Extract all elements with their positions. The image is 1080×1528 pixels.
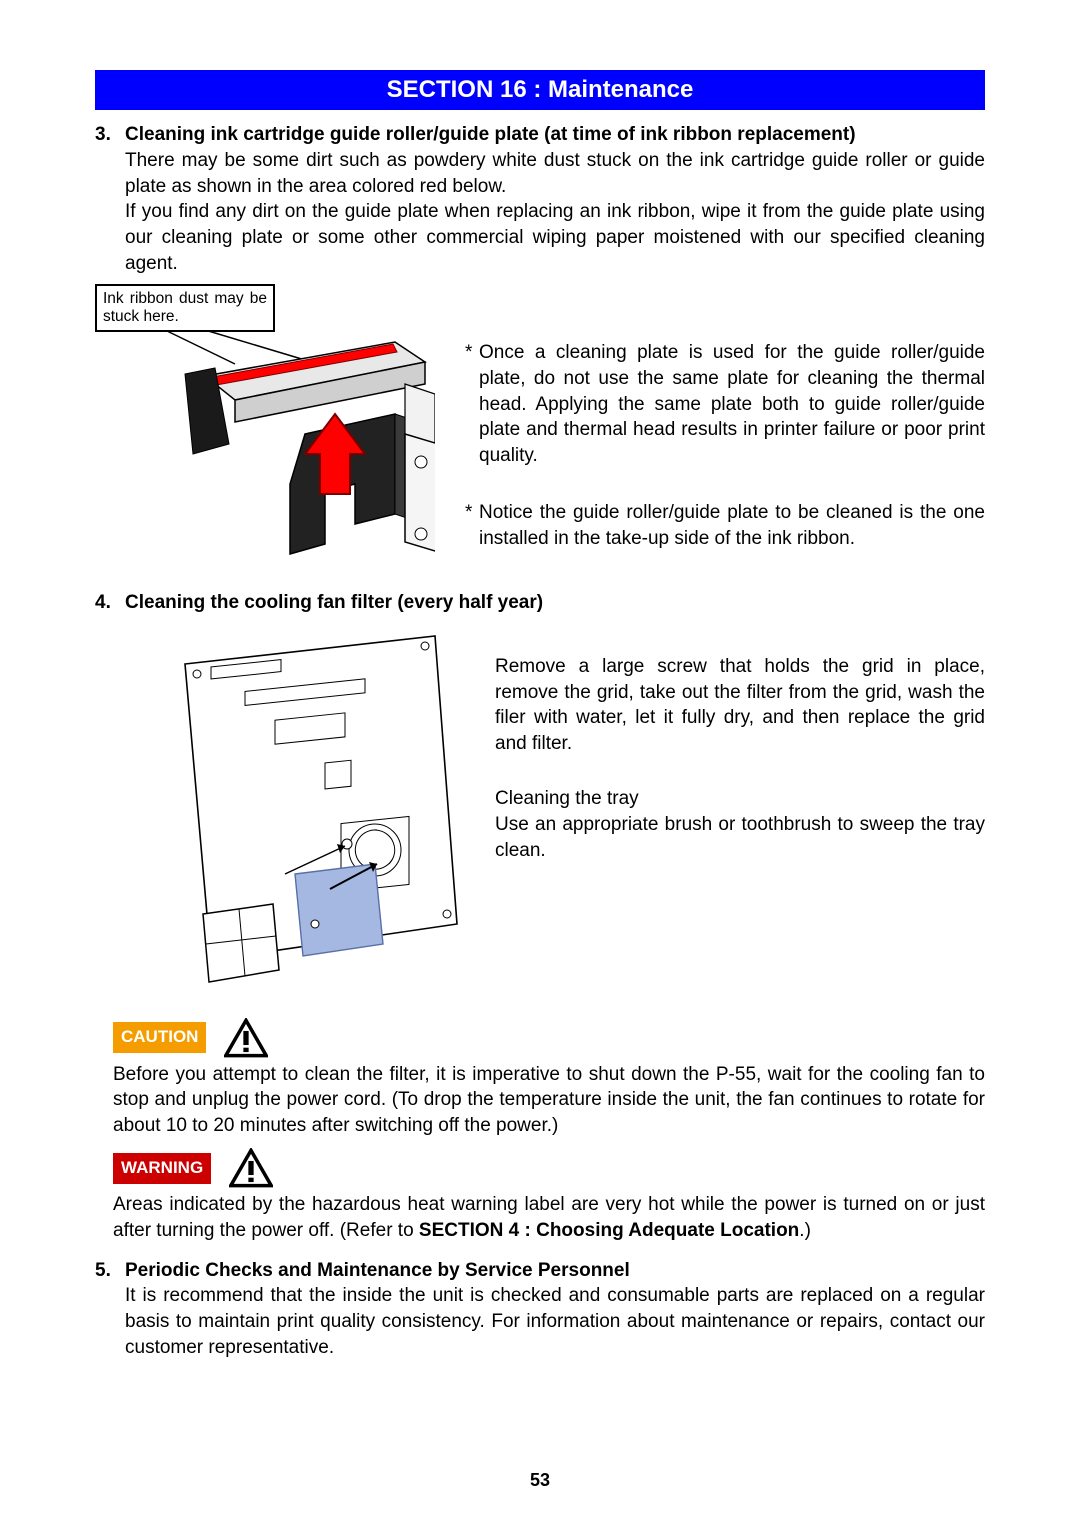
fan-filter-diagram	[125, 624, 465, 1004]
item-4-figure-row: Remove a large screw that holds the grid…	[125, 624, 985, 1012]
item-5: 5. Periodic Checks and Maintenance by Se…	[95, 1258, 985, 1361]
item-4-p2: Use an appropriate brush or toothbrush t…	[495, 812, 985, 863]
item-4-p2-label: Cleaning the tray	[495, 786, 985, 812]
warning-text-suffix: .)	[799, 1220, 811, 1241]
item-3-note-1: * Once a cleaning plate is used for the …	[465, 340, 985, 468]
section-header: SECTION 16 : Maintenance	[95, 70, 985, 110]
item-5-p1: It is recommend that the inside the unit…	[125, 1283, 985, 1360]
item-3-note-2-text: Notice the guide roller/guide plate to b…	[479, 500, 985, 551]
warning-row: WARNING	[113, 1148, 985, 1188]
item-3-note-2: * Notice the guide roller/guide plate to…	[465, 500, 985, 551]
item-5-heading: Periodic Checks and Maintenance by Servi…	[125, 1258, 985, 1284]
cartridge-figure: Ink ribbon dust may be stuck here.	[95, 284, 435, 584]
page-number: 53	[0, 1468, 1080, 1492]
item-4-heading: Cleaning the cooling fan filter (every h…	[125, 590, 985, 616]
item-3-p1: There may be some dirt such as powdery w…	[125, 148, 985, 199]
warning-text-ref: SECTION 4 : Choosing Adequate Location	[419, 1220, 799, 1241]
item-4-number: 4.	[95, 590, 125, 616]
caution-badge: CAUTION	[113, 1022, 206, 1053]
caution-row: CAUTION	[113, 1018, 985, 1058]
item-3-note-1-text: Once a cleaning plate is used for the gu…	[479, 340, 985, 468]
item-4: 4. Cleaning the cooling fan filter (ever…	[95, 590, 985, 616]
item-3-figure-row: Ink ribbon dust may be stuck here.	[95, 284, 985, 584]
item-4-p1: Remove a large screw that holds the grid…	[495, 654, 985, 757]
item-3-heading: Cleaning ink cartridge guide roller/guid…	[125, 122, 985, 148]
warning-triangle-icon	[229, 1148, 273, 1188]
caution-text: Before you attempt to clean the filter, …	[113, 1062, 985, 1139]
item-3: 3. Cleaning ink cartridge guide roller/g…	[95, 122, 985, 276]
asterisk-icon: *	[465, 340, 479, 468]
asterisk-icon: *	[465, 500, 479, 551]
warning-text: Areas indicated by the hazardous heat wa…	[113, 1192, 985, 1243]
item-3-p2: If you find any dirt on the guide plate …	[125, 199, 985, 276]
ink-dust-callout: Ink ribbon dust may be stuck here.	[95, 284, 275, 332]
warning-badge: WARNING	[113, 1153, 211, 1184]
item-5-number: 5.	[95, 1258, 125, 1361]
warning-triangle-icon	[224, 1018, 268, 1058]
item-3-number: 3.	[95, 122, 125, 276]
